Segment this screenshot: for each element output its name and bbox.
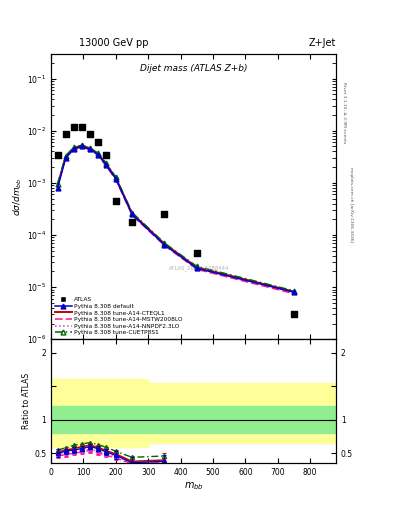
Y-axis label: Ratio to ATLAS: Ratio to ATLAS [22,373,31,430]
Text: mcplots.cern.ch [arXiv:1306.3436]: mcplots.cern.ch [arXiv:1306.3436] [349,167,353,242]
Point [54,151,61,159]
Text: ATLAS_2020_I1788444: ATLAS_2020_I1788444 [169,265,230,271]
Text: Rivet 3.1.10, ≥ 2.9M events: Rivet 3.1.10, ≥ 2.9M events [342,82,346,143]
Point [113,197,119,205]
Text: 13000 GeV pp: 13000 GeV pp [79,37,148,48]
Point [79,122,85,131]
Point [71,122,77,131]
Text: Z+Jet: Z+Jet [309,37,336,48]
Point [161,210,167,218]
Point [62,131,69,139]
Point [291,310,297,318]
Point [103,151,109,159]
Text: Dijet mass (ATLAS Z+b): Dijet mass (ATLAS Z+b) [140,64,247,73]
X-axis label: $m_{bb}$: $m_{bb}$ [184,480,204,492]
Point [194,249,200,257]
Point [87,131,93,139]
Point [95,138,101,146]
Legend: ATLAS, Pythia 8.308 default, Pythia 8.308 tune-A14-CTEQL1, Pythia 8.308 tune-A14: ATLAS, Pythia 8.308 default, Pythia 8.30… [53,295,185,337]
Point [129,218,135,226]
Y-axis label: $d\sigma/dm_{bb}$: $d\sigma/dm_{bb}$ [11,177,24,216]
